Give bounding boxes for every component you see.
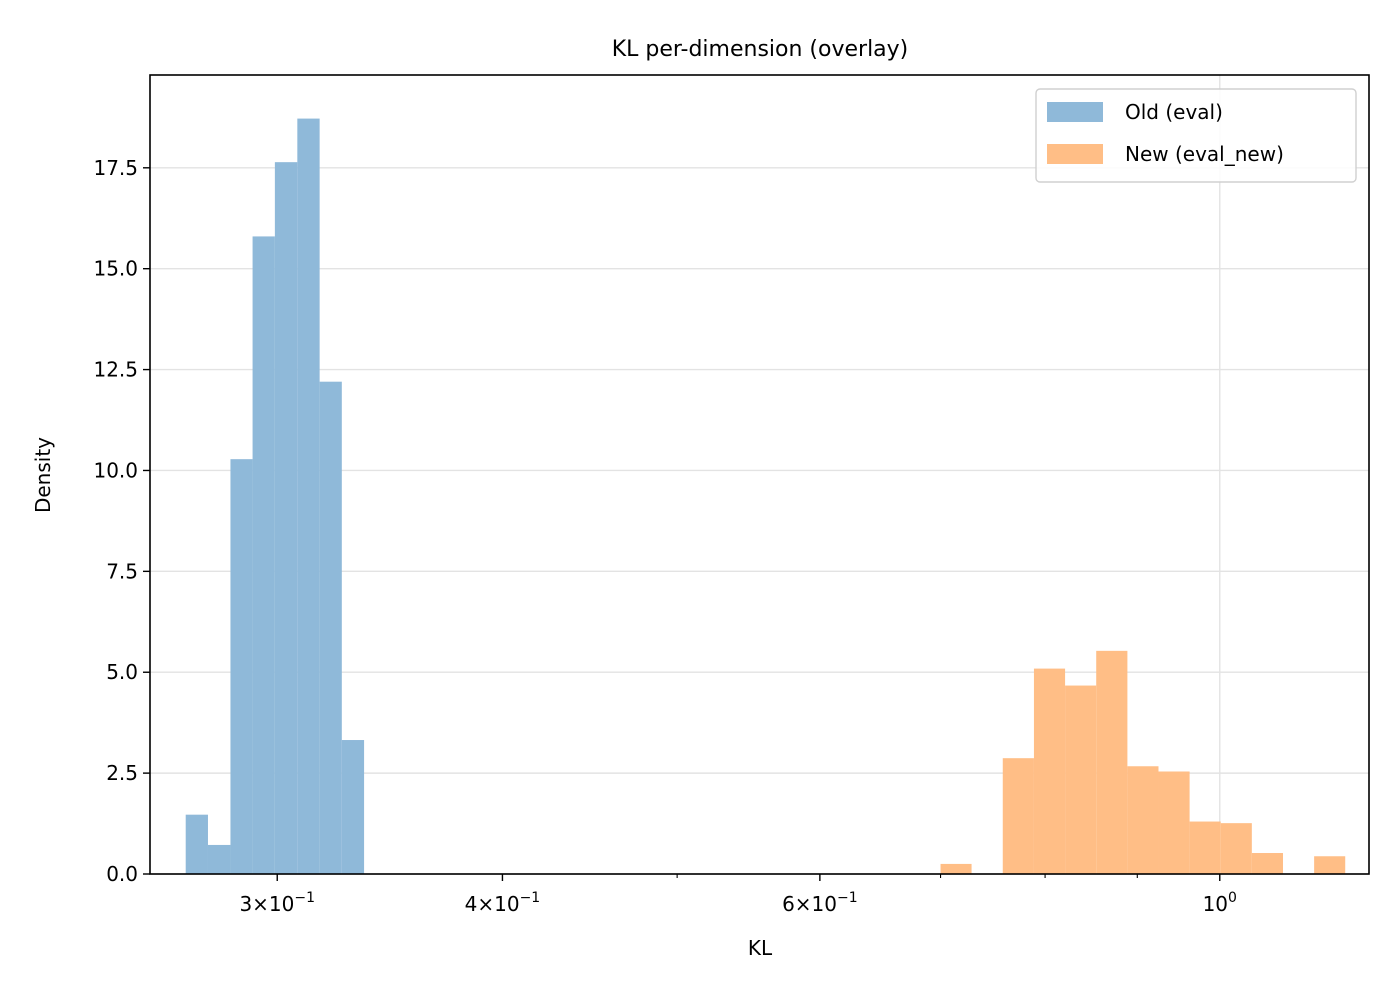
plot-frame — [149, 74, 1370, 875]
y-tick-label: 15.0 — [93, 257, 138, 281]
bar-old-eval — [252, 236, 275, 875]
bar-new-eval — [1065, 685, 1097, 874]
legend-label-old: Old (eval) — [1125, 100, 1223, 124]
bar-new-eval — [1251, 853, 1283, 874]
y-tick-label: 17.5 — [93, 156, 138, 180]
bar-old-eval — [230, 459, 253, 874]
x-tick-label: 4×10−1 — [465, 890, 541, 916]
bar-old-eval — [274, 162, 298, 874]
legend-swatch-new — [1047, 144, 1103, 164]
axis-ticks: 0.02.55.07.510.012.515.017.53×10−1 4×10−1… — [93, 156, 1236, 916]
legend: Old (eval) New (eval_new) — [1035, 88, 1357, 183]
bar-new-eval — [1189, 821, 1221, 874]
bar-old-eval — [207, 844, 231, 874]
bar-new-eval — [1158, 771, 1190, 874]
histogram-bars — [185, 118, 1346, 875]
bar-new-eval — [1096, 650, 1128, 874]
y-tick-label: 7.5 — [106, 559, 138, 583]
x-tick-label: 6×10−1 — [782, 890, 858, 916]
legend-label-new: New (eval_new) — [1125, 142, 1284, 166]
y-tick-label: 5.0 — [106, 660, 138, 684]
legend-box — [1035, 88, 1357, 183]
x-axis-label: KL — [748, 936, 773, 960]
x-tick-label: 100 — [1203, 890, 1237, 916]
y-tick-label: 12.5 — [93, 358, 138, 382]
bar-new-eval — [1002, 758, 1034, 874]
legend-swatch-old — [1047, 102, 1103, 122]
bar-old-eval — [341, 740, 365, 874]
bar-old-eval — [185, 814, 208, 874]
bar-new-eval — [1127, 766, 1159, 874]
bar-new-eval — [1033, 668, 1066, 874]
chart-title: KL per-dimension (overlay) — [612, 37, 909, 62]
bar-old-eval — [319, 381, 342, 874]
y-tick-label: 0.0 — [106, 862, 138, 886]
bar-new-eval — [1314, 856, 1346, 874]
bar-new-eval — [940, 863, 972, 874]
bar-new-eval — [1220, 823, 1252, 874]
y-tick-label: 10.0 — [93, 458, 138, 482]
y-axis-label: Density — [31, 437, 55, 513]
bar-old-eval — [297, 118, 320, 875]
y-tick-label: 2.5 — [106, 761, 138, 785]
